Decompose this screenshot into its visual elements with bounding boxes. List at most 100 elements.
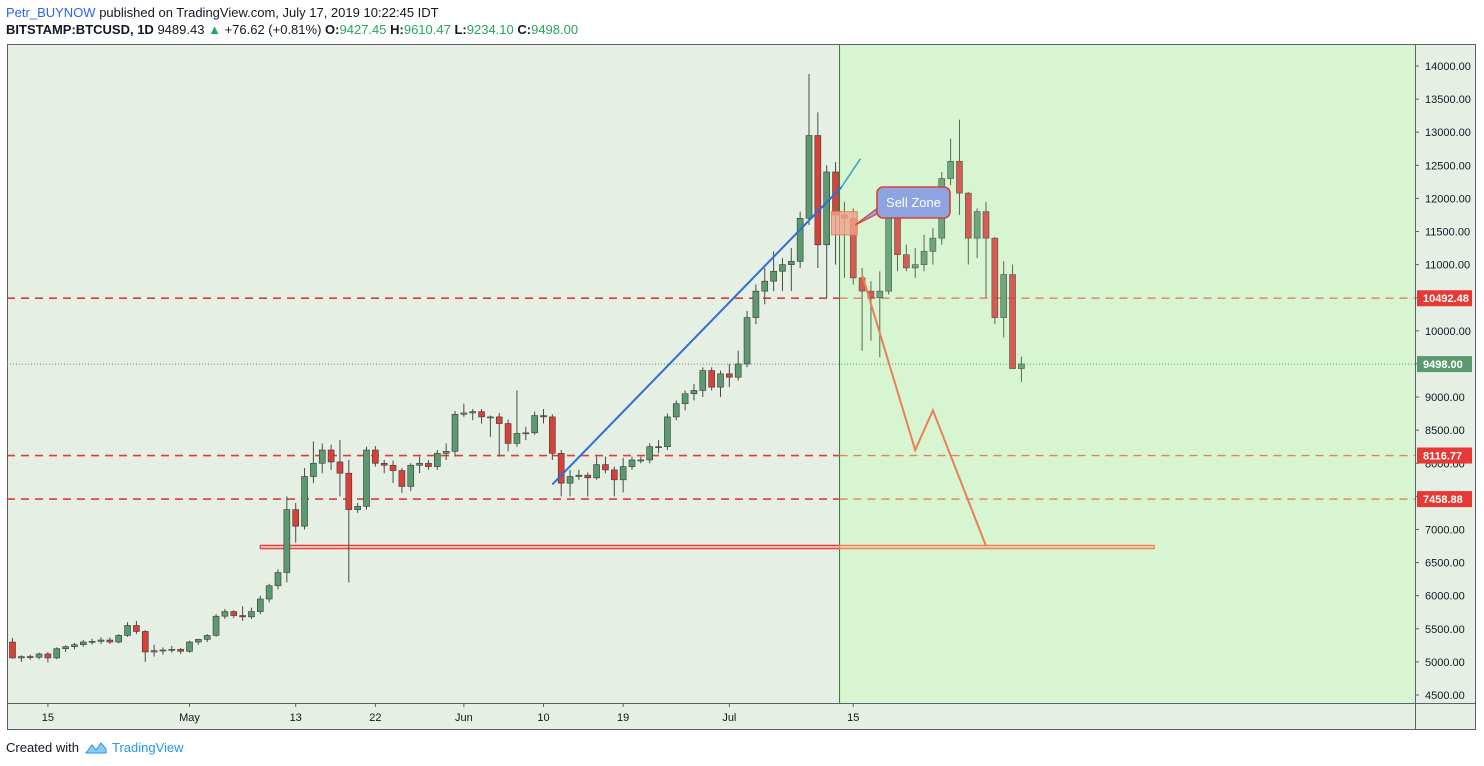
candle — [239, 606, 246, 621]
high-label: H: — [390, 22, 404, 37]
tradingview-logo-icon — [84, 742, 107, 754]
candle — [159, 647, 167, 655]
candle-body — [708, 370, 715, 388]
published-text: published on TradingView.com, July 17, 2… — [99, 5, 439, 20]
candle-body — [150, 650, 158, 653]
candle — [177, 647, 184, 654]
candle — [726, 363, 733, 388]
candle-body — [805, 135, 813, 219]
candle — [584, 472, 592, 497]
candle — [97, 637, 105, 645]
candle — [212, 614, 220, 637]
candle — [610, 466, 618, 497]
candle — [823, 165, 831, 298]
candle — [469, 408, 477, 421]
candle-body — [53, 648, 61, 659]
price-tag-bg — [1417, 491, 1472, 508]
low-label: L: — [454, 22, 467, 37]
candle — [88, 638, 96, 645]
candle-body — [947, 161, 954, 179]
price-tag: 9498.00 — [1417, 356, 1472, 373]
author-link[interactable]: Petr_BUYNOW — [6, 5, 96, 20]
candle — [646, 443, 654, 464]
y-tick-label: 5500.00 — [1425, 624, 1465, 636]
x-tick-label: Jul — [722, 712, 736, 724]
candle-body — [699, 370, 707, 391]
y-tick-label: 6500.00 — [1425, 558, 1465, 570]
x-tick-label: 22 — [369, 712, 381, 724]
trendline-extension — [840, 158, 862, 188]
candle-body — [752, 290, 760, 318]
candle-body — [372, 449, 379, 464]
candle — [964, 191, 972, 265]
candle — [53, 647, 61, 660]
candle — [26, 654, 34, 660]
candle — [876, 271, 884, 358]
y-tick-label: 12000.00 — [1425, 193, 1471, 205]
candle-body — [779, 264, 786, 272]
candle-body — [664, 416, 671, 448]
tradingview-brand[interactable]: TradingView — [112, 740, 184, 755]
candle-body — [398, 470, 406, 487]
candle-body — [681, 393, 689, 404]
candle — [150, 644, 158, 657]
candle — [743, 310, 751, 368]
x-tick-label: 10 — [537, 712, 549, 724]
candle-body — [283, 509, 291, 573]
price-tag-bg — [1417, 356, 1472, 373]
candle-body — [814, 135, 822, 246]
candle — [699, 367, 707, 398]
candle-body — [71, 644, 78, 647]
forecast-path — [861, 274, 987, 547]
y-tick-label: 5000.00 — [1425, 657, 1465, 669]
price-tag-label: 7458.88 — [1423, 494, 1463, 506]
publish-info: Petr_BUYNOW published on TradingView.com… — [6, 5, 439, 20]
candle-body — [575, 474, 583, 477]
sell-zone-box — [831, 211, 858, 236]
candle-body — [964, 192, 972, 239]
candle — [354, 502, 361, 513]
candle — [655, 440, 662, 454]
y-tick-label: 7000.00 — [1425, 524, 1465, 536]
candle — [345, 459, 353, 583]
candle-body — [425, 462, 432, 467]
candle-body — [177, 649, 184, 652]
candle-body — [929, 237, 937, 252]
candle — [389, 460, 397, 484]
candle — [186, 640, 193, 653]
candle-body — [310, 462, 317, 477]
price-tag-bg — [1417, 290, 1472, 307]
candle-body — [133, 625, 140, 632]
candle-body — [876, 290, 884, 299]
candle — [327, 444, 335, 470]
candle — [106, 637, 114, 645]
candle — [717, 370, 724, 398]
symbol-name[interactable]: BITSTAMP:BTCUSD, 1D — [6, 22, 154, 37]
candle-body — [97, 639, 105, 642]
candle — [690, 383, 698, 401]
candle — [124, 622, 131, 637]
candle-body — [442, 451, 450, 454]
y-tick-label: 11500.00 — [1425, 227, 1470, 239]
open-value: 9427.45 — [339, 22, 387, 37]
candle-body — [593, 464, 600, 479]
candle-body — [761, 280, 769, 292]
x-tick-label: Jun — [455, 712, 473, 724]
candle — [133, 620, 140, 635]
candle-body — [911, 264, 919, 269]
candle-body — [672, 403, 680, 418]
chart-border — [7, 44, 1476, 730]
candle — [425, 459, 432, 470]
candle — [619, 457, 627, 493]
candle-body — [239, 615, 246, 618]
candle-body — [363, 449, 370, 507]
candle-body — [451, 413, 459, 452]
candle-body — [726, 373, 733, 378]
candle-body — [770, 270, 777, 282]
candle — [1000, 261, 1008, 338]
candle — [283, 496, 291, 583]
candle-body — [602, 464, 609, 471]
candle — [549, 414, 556, 460]
candle-body — [478, 411, 485, 418]
